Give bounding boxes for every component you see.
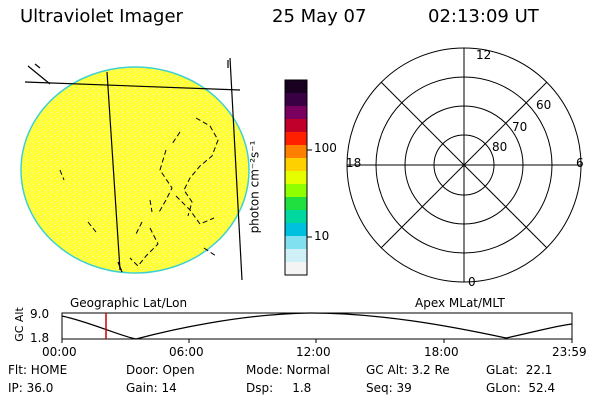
info-flt: Flt: HOME	[8, 363, 68, 377]
info-glon: GLon: 52.4	[486, 381, 556, 395]
mlt-label-6: 6	[576, 156, 584, 170]
colorbar-segment	[285, 158, 307, 172]
colorbar-segment	[285, 171, 307, 185]
time-label: 02:13:09 UT	[428, 6, 539, 27]
info-glat: GLat: 22.1	[486, 363, 553, 377]
time-tick-3: 18:00	[424, 345, 459, 359]
app-title: Ultraviolet Imager	[20, 6, 183, 27]
colorbar	[285, 80, 307, 276]
info-gcalt: GC Alt: 3.2 Re	[366, 363, 450, 377]
info-mode: Mode: Normal	[246, 363, 330, 377]
colorbar-segment	[285, 197, 307, 211]
colorbar-segment	[285, 106, 307, 120]
alt-tick-9: 9.0	[30, 307, 50, 321]
right-panel-caption: Apex MLat/MLT	[415, 296, 505, 310]
time-tick-2: 12:00	[296, 345, 331, 359]
mlt-label-12: 12	[476, 48, 492, 62]
lat-label-70: 70	[512, 120, 528, 134]
alt-tick-1: 1.8	[30, 331, 50, 345]
colorbar-segment	[285, 93, 307, 107]
info-gain: Gain: 14	[126, 381, 177, 395]
lat-label-60: 60	[536, 98, 552, 112]
colorbar-segment	[285, 132, 307, 146]
info-ip: IP: 36.0	[8, 381, 54, 395]
info-seq: Seq: 39	[366, 381, 412, 395]
colorbar-tick-10: 10	[314, 229, 330, 243]
info-door: Door: Open	[126, 363, 195, 377]
colorbar-segment	[285, 249, 307, 263]
geo-grid	[24, 57, 243, 281]
colorbar-segment	[285, 119, 307, 133]
colorbar-label: photon cm⁻²s⁻¹	[247, 140, 262, 234]
colorbar-segment	[285, 184, 307, 198]
info-dsp: Dsp: 1.8	[246, 381, 312, 395]
time-tick-0: 00:00	[42, 345, 77, 359]
colorbar-segment	[285, 210, 307, 224]
colorbar-segment	[285, 236, 307, 250]
colorbar-segment	[285, 262, 307, 276]
colorbar-segment	[285, 223, 307, 237]
lat-label-80: 80	[492, 140, 508, 154]
time-tick-4: 23:59	[552, 345, 587, 359]
mlt-label-0: 0	[468, 275, 476, 289]
alt-ylabel: GC Alt	[12, 307, 26, 342]
date-label: 25 May 07	[272, 6, 367, 27]
time-tick-1: 06:00	[169, 345, 204, 359]
colorbar-segment	[285, 80, 307, 94]
altitude-plot	[61, 312, 573, 343]
mlt-label-18: 18	[346, 156, 362, 170]
imager-disk	[20, 57, 250, 281]
colorbar-segment	[285, 145, 307, 159]
left-panel-caption: Geographic Lat/Lon	[70, 296, 188, 310]
colorbar-tick-100: 100	[314, 141, 337, 155]
polar-plot	[346, 47, 582, 283]
coastline	[59, 117, 219, 267]
